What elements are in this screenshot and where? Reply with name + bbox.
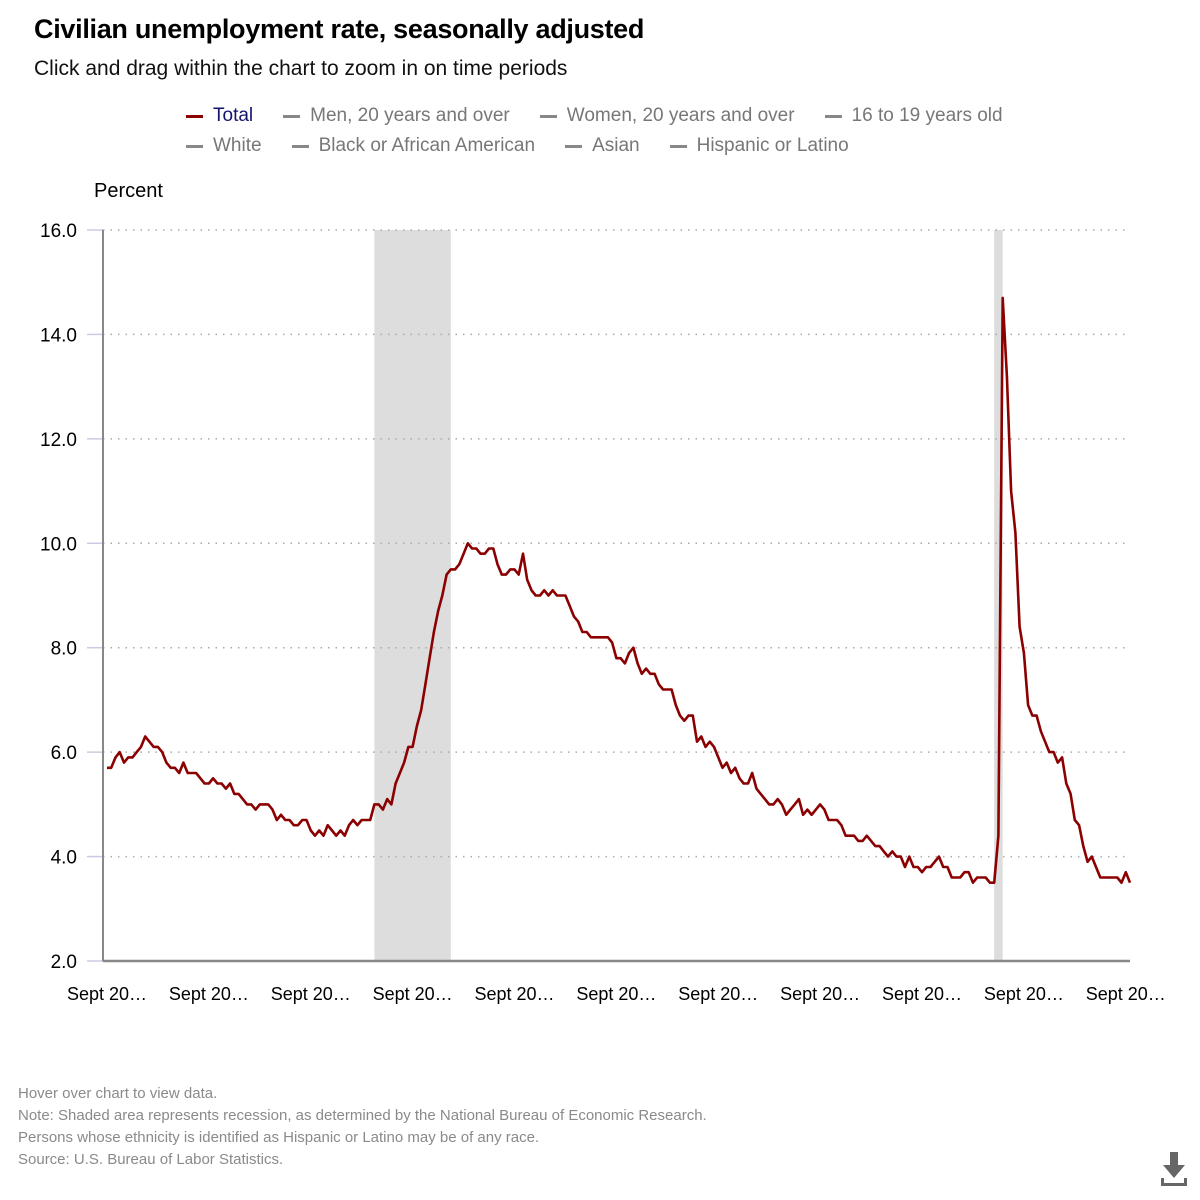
legend-item-women-20-over[interactable]: Women, 20 years and over xyxy=(539,105,795,127)
y-axis-title: Percent xyxy=(94,180,163,202)
footer-recession-note: Note: Shaded area represents recession, … xyxy=(18,1107,707,1124)
legend-label: Women, 20 years and over xyxy=(566,105,795,126)
y-tick-label: 6.0 xyxy=(51,743,77,764)
y-tick-label: 4.0 xyxy=(51,848,77,869)
y-tick-label: 10.0 xyxy=(40,534,77,555)
legend-row: White Black or African American Asian Hi… xyxy=(186,131,1086,161)
legend-item-asian[interactable]: Asian xyxy=(565,135,640,157)
axis-layer xyxy=(102,230,1130,963)
legend-swatch xyxy=(291,144,309,148)
legend-item-black[interactable]: Black or African American xyxy=(291,135,536,157)
y-tick-label: 12.0 xyxy=(40,430,77,451)
x-tick-label: Sept 20… xyxy=(882,984,962,1004)
y-tick-labels: 2.0 4.0 6.0 8.0 10.0 12.0 14.0 16.0 xyxy=(40,221,77,973)
x-tick-labels: Sept 20… Sept 20… Sept 20… Sept 20… Sept 20…… xyxy=(67,984,1166,1004)
legend-swatch xyxy=(186,144,203,148)
legend-label: Hispanic or Latino xyxy=(696,135,849,156)
legend-swatch xyxy=(824,114,842,118)
legend-swatch xyxy=(186,114,203,118)
download-button[interactable] xyxy=(1158,1150,1190,1190)
y-tick-label: 2.0 xyxy=(51,952,77,973)
chart-title: Civilian unemployment rate, seasonally a… xyxy=(34,14,645,44)
x-tick-label: Sept 20… xyxy=(67,984,147,1004)
legend-item-white[interactable]: White xyxy=(186,135,262,157)
legend-swatch xyxy=(283,114,301,118)
legend-label: Men, 20 years and over xyxy=(310,105,510,126)
legend-label: Asian xyxy=(592,135,640,156)
line-chart[interactable]: Sept 20… Sept 20… Sept 20… Sept 20… Sept 20…… xyxy=(0,0,1200,1060)
y-tick-label: 8.0 xyxy=(51,639,77,660)
series-layer xyxy=(107,296,1132,885)
recession-band xyxy=(994,230,1003,961)
legend-row: Total Men, 20 years and over Women, 20 y… xyxy=(186,101,1086,131)
footer-hover-hint: Hover over chart to view data. xyxy=(18,1085,218,1102)
footer-source: Source: U.S. Bureau of Labor Statistics. xyxy=(18,1151,284,1168)
y-tick-label: 14.0 xyxy=(40,325,77,346)
x-tick-label: Sept 20… xyxy=(271,984,351,1004)
legend: Total Men, 20 years and over Women, 20 y… xyxy=(186,101,1086,161)
legend-label: Total xyxy=(213,105,254,126)
recession-layer xyxy=(374,230,1003,961)
download-icon xyxy=(1161,1152,1187,1186)
y-tick-label: 16.0 xyxy=(40,221,77,242)
x-tick-label: Sept 20… xyxy=(576,984,656,1004)
legend-item-men-20-over[interactable]: Men, 20 years and over xyxy=(283,105,510,127)
x-tick-label: Sept 20… xyxy=(169,984,249,1004)
footer-notes: Hover over chart to view data. Note: Sha… xyxy=(18,1083,707,1171)
legend-label: Black or African American xyxy=(318,135,536,156)
chart-subtitle: Click and drag within the chart to zoom … xyxy=(34,57,568,80)
grid-layer xyxy=(87,229,1130,962)
legend-item-16-19[interactable]: 16 to 19 years old xyxy=(824,105,1003,127)
series-line-total xyxy=(107,296,1132,885)
recession-band xyxy=(374,230,451,961)
x-tick-label: Sept 20… xyxy=(1086,984,1166,1004)
legend-label: 16 to 19 years old xyxy=(851,105,1003,126)
x-tick-label: Sept 20… xyxy=(780,984,860,1004)
legend-item-hispanic[interactable]: Hispanic or Latino xyxy=(669,135,849,157)
x-tick-label: Sept 20… xyxy=(474,984,554,1004)
x-tick-label: Sept 20… xyxy=(984,984,1064,1004)
footer-ethnicity-note: Persons whose ethnicity is identified as… xyxy=(18,1129,540,1146)
legend-swatch xyxy=(669,144,687,148)
legend-swatch xyxy=(565,144,583,148)
legend-swatch xyxy=(539,114,557,118)
legend-label: White xyxy=(213,135,262,156)
legend-item-total[interactable]: Total xyxy=(186,105,253,127)
x-tick-label: Sept 20… xyxy=(678,984,758,1004)
x-tick-label: Sept 20… xyxy=(373,984,453,1004)
